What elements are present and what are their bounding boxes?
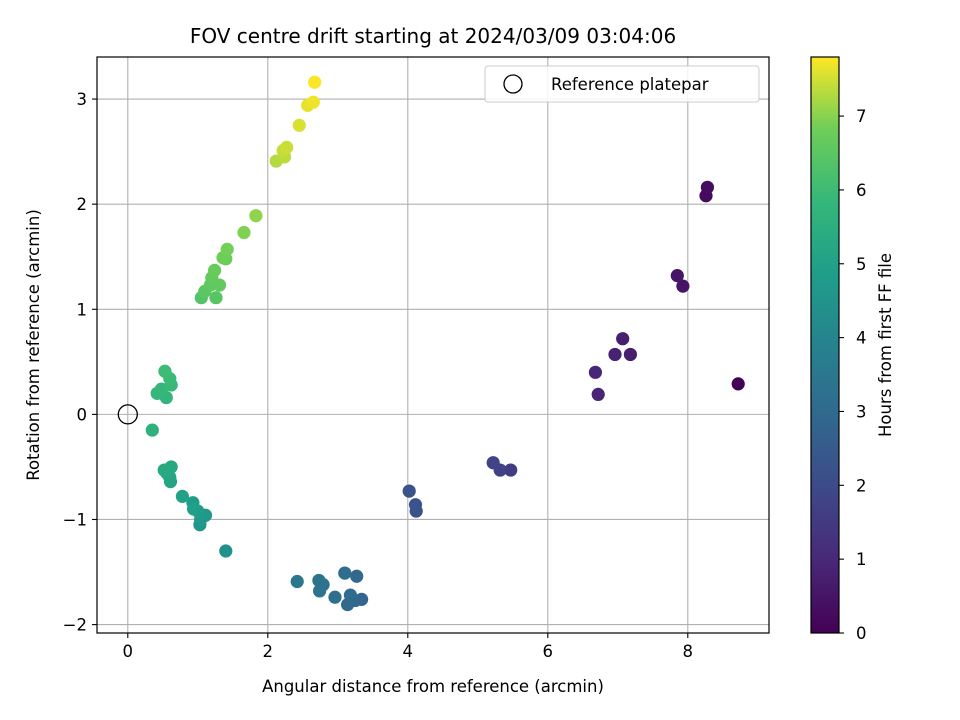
data-point <box>504 463 518 477</box>
data-point <box>175 489 189 503</box>
data-point <box>731 377 745 391</box>
data-point <box>249 209 263 223</box>
data-point <box>209 291 223 305</box>
data-point <box>616 332 630 346</box>
scatter-points <box>145 75 745 612</box>
data-point <box>676 279 690 293</box>
chart-title: FOV centre drift starting at 2024/03/09 … <box>190 24 676 48</box>
colorbar-tick-label: 7 <box>856 107 867 126</box>
data-point <box>220 242 234 256</box>
colorbar-tick-label: 2 <box>856 476 867 495</box>
data-point <box>341 598 355 612</box>
grid <box>97 57 769 633</box>
x-tick-label: 8 <box>683 642 694 661</box>
colorbar-tick-label: 6 <box>856 181 867 200</box>
colorbar-tick-label: 5 <box>856 255 867 274</box>
data-point <box>280 140 294 154</box>
data-point <box>157 463 171 477</box>
data-point <box>158 364 172 378</box>
colorbar-tick-label: 0 <box>856 624 867 643</box>
colorbar-ticks: 0 1 2 3 4 5 6 7 <box>839 107 867 643</box>
data-point <box>312 573 326 588</box>
data-point <box>306 95 320 109</box>
y-tick-label: −1 <box>63 510 87 529</box>
y-tick-label: 3 <box>77 90 88 109</box>
data-point <box>350 569 364 583</box>
legend: Reference platepar <box>484 65 760 103</box>
colorbar-tick-label: 1 <box>856 550 867 569</box>
y-axis-label: Rotation from reference (arcmin) <box>24 209 43 481</box>
legend-marker <box>503 74 523 94</box>
legend-entry-reference: Reference platepar <box>551 75 709 94</box>
data-point <box>338 566 352 580</box>
y-tick-label: 1 <box>77 300 88 319</box>
data-point <box>208 263 222 277</box>
data-point <box>308 75 322 89</box>
x-tick-label: 4 <box>403 642 414 661</box>
y-tick-label: −2 <box>63 616 87 635</box>
data-point <box>591 387 605 402</box>
reference-platepar-marker <box>117 404 138 425</box>
data-point <box>328 590 342 604</box>
data-point <box>402 484 416 498</box>
data-point <box>588 365 603 379</box>
data-point <box>700 180 715 194</box>
plot-frame <box>96 56 770 634</box>
y-tick-label: 0 <box>77 405 88 424</box>
colorbar <box>810 56 840 634</box>
colorbar-label: Hours from first FF file <box>876 253 895 437</box>
legend-box <box>484 65 760 103</box>
data-point <box>292 118 306 132</box>
data-point <box>408 498 423 512</box>
x-tick-label: 0 <box>123 642 134 661</box>
reference-point <box>117 404 138 425</box>
data-point <box>608 347 622 362</box>
data-point <box>623 347 638 362</box>
y-tick-label: 2 <box>77 195 88 214</box>
x-axis-ticks: 0 2 4 6 8 <box>123 633 694 661</box>
x-tick-label: 6 <box>543 642 554 661</box>
colorbar-tick-label: 4 <box>856 329 867 348</box>
x-axis-label: Angular distance from reference (arcmin) <box>262 677 604 696</box>
data-point <box>219 544 233 558</box>
data-point <box>486 456 500 470</box>
data-point <box>290 574 304 589</box>
y-axis-ticks: −2 −1 0 1 2 3 <box>63 90 97 635</box>
colorbar-tick-label: 3 <box>856 402 867 421</box>
data-point <box>313 584 327 598</box>
x-tick-label: 2 <box>263 642 274 661</box>
data-point <box>145 423 159 437</box>
data-point <box>187 502 201 516</box>
data-point <box>237 225 251 240</box>
data-point <box>670 269 684 283</box>
